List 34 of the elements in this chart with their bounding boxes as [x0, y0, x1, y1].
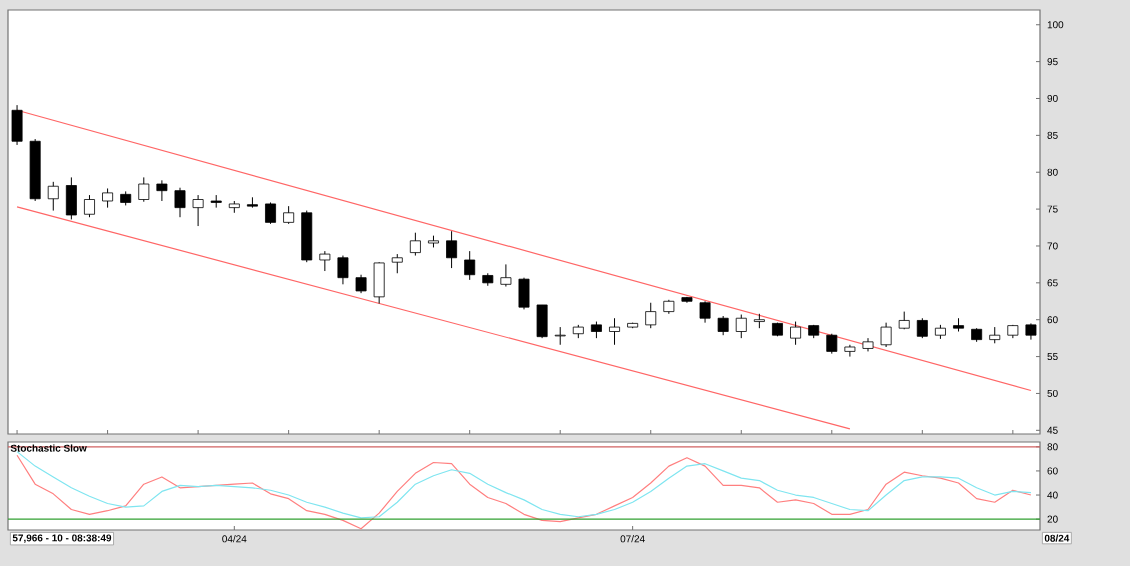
- candlestick: [645, 302, 657, 329]
- candlestick: [790, 321, 802, 346]
- candlestick: [536, 304, 548, 339]
- line-series: [16, 451, 1032, 519]
- candlestick: [916, 317, 928, 339]
- candlestick: [735, 314, 747, 339]
- candlestick: [156, 179, 168, 202]
- candlestick: [65, 176, 77, 220]
- candlestick: [47, 181, 59, 212]
- candlestick: [464, 250, 476, 281]
- candlestick: [391, 253, 403, 274]
- candlestick: [373, 261, 385, 304]
- candlestick: [11, 104, 23, 146]
- candlestick: [699, 300, 711, 324]
- candlestick: [880, 322, 892, 348]
- candlestick: [174, 187, 186, 218]
- candlestick: [446, 230, 458, 269]
- line-series: [16, 454, 1032, 530]
- candlestick: [319, 250, 331, 272]
- candlestick: [609, 317, 620, 346]
- candlestick: [102, 187, 114, 209]
- candlestick: [355, 274, 367, 294]
- candlestick: [500, 263, 512, 288]
- candlestick: [84, 194, 95, 218]
- candlestick: [337, 255, 349, 285]
- candlestick: [138, 176, 150, 203]
- candlestick: [844, 344, 856, 358]
- candlestick: [717, 315, 729, 336]
- candlestick: [409, 232, 421, 257]
- candlestick: [192, 194, 204, 227]
- candlestick: [301, 210, 313, 263]
- candlestick: [518, 277, 530, 310]
- candlestick: [826, 333, 838, 355]
- candlestick: [265, 201, 276, 225]
